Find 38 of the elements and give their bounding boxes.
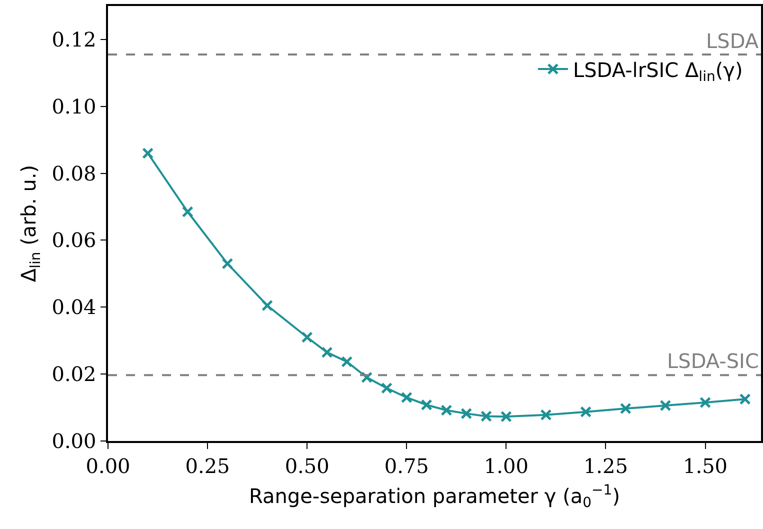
ref-line-label: LSDA-SIC	[667, 349, 759, 373]
x-tick-label: 0.75	[384, 454, 429, 478]
point	[222, 258, 234, 270]
x-tick-label: 0.50	[284, 454, 330, 478]
point	[540, 409, 552, 421]
point	[262, 300, 274, 312]
point	[380, 382, 392, 394]
legend-label: LSDA-lrSIC Δ$_{lin}$(γ)	[572, 58, 743, 85]
point	[341, 356, 353, 368]
point	[580, 406, 592, 418]
point	[500, 410, 512, 422]
x-tick-label: 1.00	[484, 454, 528, 478]
point	[420, 399, 432, 411]
point	[301, 332, 313, 344]
x-tick-label: 0.00	[86, 454, 130, 478]
point	[620, 402, 632, 414]
y-tick-label: 0.00	[52, 429, 96, 453]
point	[460, 408, 472, 420]
point	[660, 400, 672, 412]
point	[480, 410, 492, 422]
y-tick-label: 0.06	[52, 228, 96, 252]
point	[142, 147, 154, 159]
y-tick-label: 0.02	[52, 362, 96, 386]
ref-line-label: LSDA	[706, 29, 759, 53]
x-tick-label: 0.25	[185, 454, 230, 478]
point	[739, 393, 751, 405]
y-tick-label: 0.10	[52, 94, 96, 118]
x-tick-label: 1.25	[583, 454, 628, 478]
y-tick-label: 0.08	[52, 161, 96, 186]
point	[321, 346, 333, 358]
point	[182, 206, 194, 218]
point	[400, 392, 412, 404]
x-tick-label: 1.50	[682, 454, 728, 478]
point	[440, 404, 452, 416]
x-axis-title: Range-separation parameter γ (a$_{0}$$^{−1}$)	[249, 482, 620, 511]
point	[700, 396, 712, 408]
y-tick-label: 0.12	[52, 27, 96, 52]
y-tick-label: 0.04	[52, 295, 96, 320]
